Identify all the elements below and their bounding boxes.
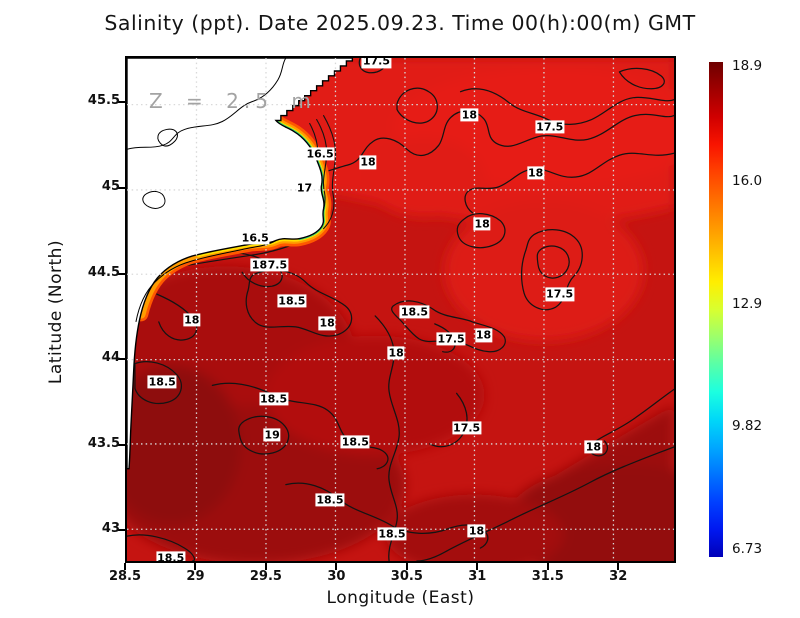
colorbar-tick-label: 9.82 — [732, 418, 763, 435]
contour-label: 18.5 — [277, 294, 307, 308]
colorbar-tick-label: 6.73 — [732, 541, 763, 558]
x-axis-tick — [617, 563, 620, 570]
contour-label: 18.5 — [315, 493, 345, 507]
contour-label: 18 — [387, 346, 405, 360]
contour-label: 18 — [318, 316, 336, 331]
x-axis-tick — [194, 563, 197, 570]
contour-label: 17.5 — [545, 287, 575, 301]
contour-label: 17.5 — [535, 119, 565, 134]
contour-label: 18.5 — [147, 375, 177, 389]
contour-label: 18 — [467, 524, 486, 538]
y-axis-tick-label: 45 — [101, 178, 120, 194]
x-axis-tick — [405, 563, 408, 570]
map-plot-area: Z = 2.5 m 17.5 18 17.5 18 18 16.5 17 16.5 17.5 18… — [125, 56, 676, 563]
x-axis-tick-label: 30 — [327, 569, 346, 584]
colorbar-tick-label: 16.0 — [732, 173, 763, 190]
contour-label: 18.5 — [399, 304, 430, 319]
x-axis-tick — [264, 563, 267, 570]
contour-label: 16.5 — [240, 231, 270, 245]
x-axis-tick-label: 32 — [609, 569, 628, 584]
y-axis-tick-label: 43 — [101, 521, 120, 537]
contour-label: 18.5 — [377, 527, 407, 541]
contour-label: 18 — [474, 328, 493, 343]
y-axis-tick-label: 43.5 — [87, 435, 120, 451]
y-axis-tick — [118, 358, 125, 361]
y-axis-tick-label: 44.5 — [87, 264, 120, 280]
figure-title: Salinity (ppt). Date 2025.09.23. Time 00… — [104, 11, 696, 35]
colorbar-tick-label: 12.9 — [732, 296, 763, 313]
contour-label: 18 — [527, 166, 545, 180]
contour-lines — [127, 58, 674, 561]
y-axis-title: Latitude (North) — [46, 239, 66, 385]
colorbar-gradient — [709, 62, 723, 557]
y-axis-tick — [118, 272, 125, 275]
x-axis-tick-label: 28.5 — [108, 569, 142, 584]
y-axis-tick-label: 45.5 — [87, 93, 120, 109]
x-axis-tick — [546, 563, 549, 570]
contour-label: 18.5 — [156, 551, 186, 563]
contour-label: 17.5 — [361, 56, 391, 69]
x-axis-tick-label: 31 — [468, 569, 487, 584]
map-canvas — [127, 58, 674, 561]
x-axis-title: Longitude (East) — [326, 588, 475, 608]
x-axis-tick-label: 29 — [186, 569, 205, 584]
contour-label: 17.5 — [436, 332, 466, 346]
contour-label: 17.5 — [452, 421, 482, 435]
contour-label: 18 — [250, 258, 269, 272]
coastline-rivers — [127, 58, 287, 322]
x-axis-tick-label: 31.5 — [531, 569, 564, 584]
y-axis-tick-label: 44 — [101, 350, 120, 366]
x-axis-tick-label: 29.5 — [249, 569, 282, 584]
contour-label: 18 — [584, 440, 603, 454]
land-mask — [127, 58, 354, 470]
contour-label: 18 — [359, 155, 377, 170]
contour-label: 19 — [263, 428, 281, 442]
y-axis-tick — [118, 186, 125, 189]
x-axis-tick-label: 30.5 — [390, 569, 423, 584]
x-axis-tick — [335, 563, 338, 570]
x-axis-tick — [476, 563, 479, 570]
contour-label: 17 — [295, 181, 314, 195]
depth-annotation: Z = 2.5 m — [149, 89, 316, 113]
x-axis-tick — [124, 563, 126, 570]
y-axis-tick — [118, 443, 125, 446]
contour-label: 18 — [183, 313, 201, 327]
y-axis-tick — [118, 529, 125, 532]
colorbar-tick-label: 18.9 — [732, 57, 763, 74]
contour-label: 18 — [473, 217, 491, 231]
contour-label: 18.5 — [340, 435, 370, 449]
contour-label: 16.5 — [305, 147, 335, 161]
y-axis-tick — [118, 101, 125, 104]
contour-label: 18 — [460, 107, 479, 122]
contour-label: 18.5 — [258, 392, 289, 406]
